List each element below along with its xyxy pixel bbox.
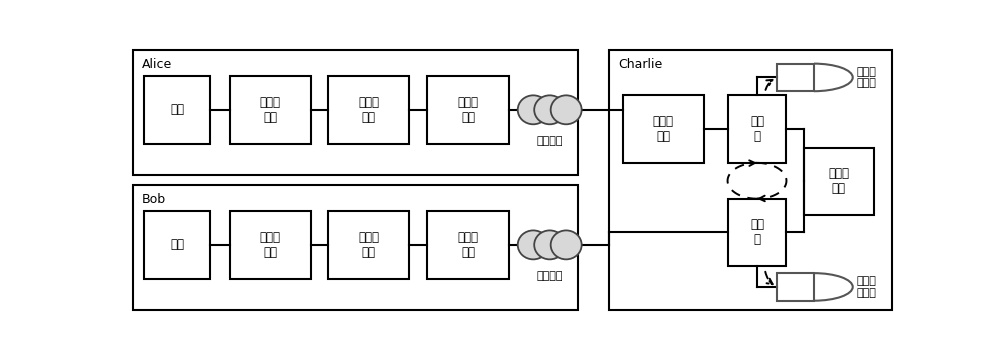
Bar (328, 211, 409, 279)
Text: 光源: 光源 (170, 238, 184, 251)
Text: 相位解
码器: 相位解 码器 (828, 168, 849, 195)
Text: 偏振控
制器: 偏振控 制器 (653, 115, 674, 143)
Ellipse shape (551, 231, 582, 259)
Bar (230, 211, 311, 279)
Text: 光源: 光源 (170, 103, 184, 116)
Bar (728, 95, 786, 163)
Text: 强度调
制器: 强度调 制器 (260, 96, 281, 124)
Text: 可调衰
减器: 可调衰 减器 (457, 96, 478, 124)
Text: 可调衰
减器: 可调衰 减器 (457, 231, 478, 259)
Bar (133, 50, 578, 175)
Text: 光纤信道: 光纤信道 (536, 271, 563, 281)
Bar (133, 185, 578, 310)
Text: 相位编
码器: 相位编 码器 (358, 231, 379, 259)
Bar (230, 76, 311, 144)
Text: 环行
器: 环行 器 (750, 218, 764, 246)
Text: 相位编
码器: 相位编 码器 (358, 96, 379, 124)
Bar (728, 199, 786, 266)
Bar (804, 148, 874, 215)
Bar (609, 50, 892, 310)
Bar (777, 64, 814, 91)
Text: 光纤信道: 光纤信道 (536, 136, 563, 146)
Text: Charlie: Charlie (619, 58, 663, 71)
Text: 单光子
探测器: 单光子 探测器 (857, 67, 876, 88)
Ellipse shape (534, 95, 565, 124)
Text: 强度调
制器: 强度调 制器 (260, 231, 281, 259)
Ellipse shape (551, 95, 582, 124)
Bar (144, 211, 210, 279)
Bar (328, 76, 409, 144)
Ellipse shape (534, 231, 565, 259)
Bar (427, 76, 509, 144)
Ellipse shape (518, 95, 549, 124)
Text: Alice: Alice (142, 58, 172, 71)
Bar (427, 211, 509, 279)
Text: Bob: Bob (142, 193, 166, 206)
Bar (144, 76, 210, 144)
Text: 环行
器: 环行 器 (750, 115, 764, 143)
Bar (623, 95, 704, 163)
Ellipse shape (518, 231, 549, 259)
Bar (777, 273, 814, 301)
Text: 单光子
探测器: 单光子 探测器 (857, 276, 876, 298)
